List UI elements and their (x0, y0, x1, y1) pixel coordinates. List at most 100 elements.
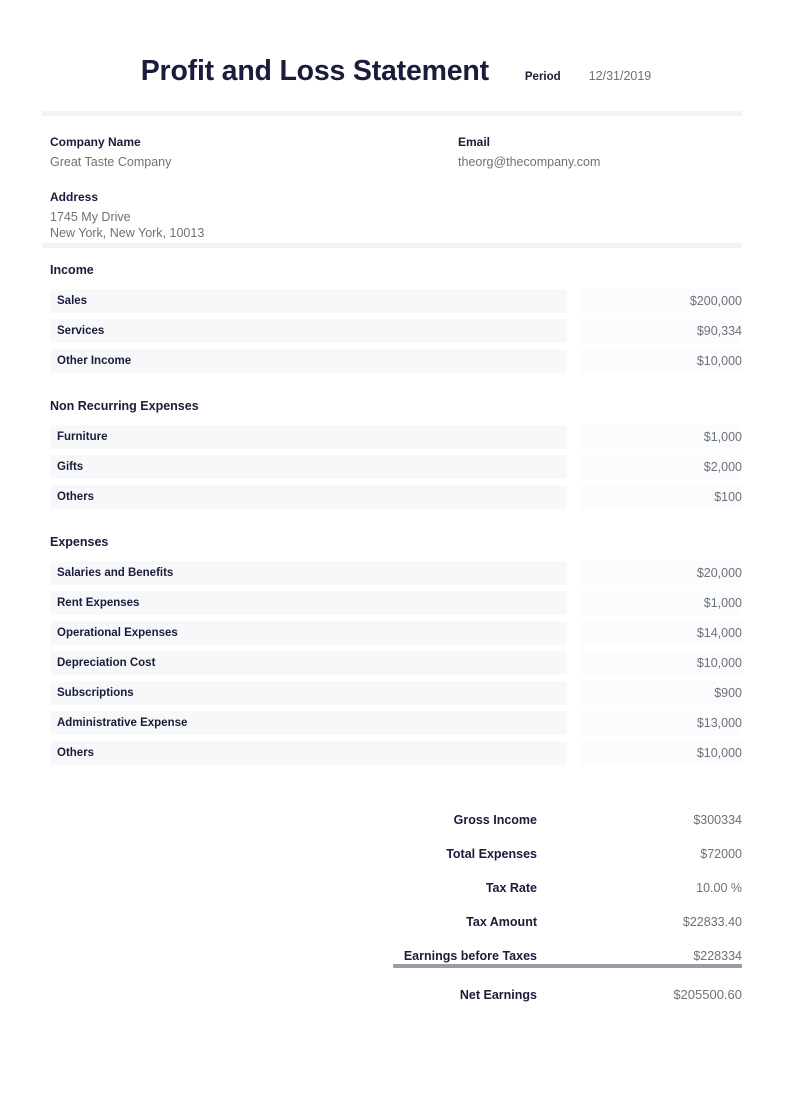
line-item-value-band (580, 319, 742, 343)
line-item-row: Subscriptions $900 (0, 681, 790, 705)
line-item-label-band (50, 319, 567, 343)
line-item-label: Others (57, 747, 95, 759)
total-value: $72000 (700, 847, 742, 861)
email-value: theorg@thecompany.com (458, 155, 601, 169)
line-item-label: Salaries and Benefits (57, 567, 174, 579)
line-item-value-band (580, 349, 742, 373)
section-title: Income (50, 263, 94, 277)
line-item-label-band (50, 349, 567, 373)
section-title: Expenses (50, 535, 109, 549)
line-item-value-band (580, 485, 742, 509)
address-label: Address (50, 190, 99, 204)
line-item-row: Salaries and Benefits $20,000 (0, 561, 790, 585)
period-label: Period (524, 71, 561, 83)
line-item-row: Operational Expenses $14,000 (0, 621, 790, 645)
line-item-value-band (580, 651, 742, 675)
total-row: Gross Income $300334 (0, 803, 790, 837)
line-item-label-band (50, 651, 567, 675)
line-item-label-band (50, 561, 567, 585)
total-value: 10.00 % (696, 881, 742, 895)
line-item-row: Others $100 (0, 485, 790, 509)
address-value: 1745 My Drive New York, New York, 10013 (50, 210, 205, 240)
section-title: Non Recurring Expenses (50, 399, 199, 413)
line-item-label-band (50, 425, 567, 449)
line-item-value-band (580, 621, 742, 645)
net-earnings-row: Net Earnings $205500.60 (0, 978, 790, 1012)
line-item-row: Services $90,334 (0, 319, 790, 343)
line-item-value: $14,000 (696, 626, 742, 640)
total-label: Earnings before Taxes (403, 949, 537, 963)
document-header: Profit and Loss Statement Period 12/31/2… (0, 0, 790, 86)
divider-net-earnings (393, 964, 742, 968)
total-label: Tax Amount (466, 915, 537, 929)
line-item-label-band (50, 289, 567, 313)
line-item-value-band (580, 455, 742, 479)
line-item-label: Operational Expenses (57, 627, 178, 639)
total-label: Tax Rate (485, 881, 537, 895)
email-field: Email theorg@thecompany.com (458, 133, 742, 172)
line-item-value-band (580, 741, 742, 765)
line-item-label-band (50, 711, 567, 735)
total-label: Total Expenses (446, 847, 537, 861)
line-item-label: Others (57, 491, 95, 503)
line-item-label: Services (57, 325, 105, 337)
line-item-value-band (580, 711, 742, 735)
statement-sections: Income Sales $200,000 Services $90,334 Other … (0, 263, 790, 771)
statement-section: Income Sales $200,000 Services $90,334 Other … (0, 263, 790, 373)
line-item-value-band (580, 425, 742, 449)
total-row: Tax Amount $22833.40 (0, 905, 790, 939)
statement-section: Expenses Salaries and Benefits $20,000 Rent… (0, 535, 790, 765)
line-item-label: Furniture (57, 431, 108, 443)
total-value: $22833.40 (682, 915, 742, 929)
totals-block: Gross Income $300334 Total Expenses $72000 T… (0, 803, 790, 973)
total-value: $228334 (693, 949, 742, 963)
address-field: Address 1745 My Drive New York, New York… (50, 188, 742, 241)
line-item-value-band (580, 289, 742, 313)
line-item-value: $20,000 (696, 566, 742, 580)
line-item-value: $900 (714, 686, 742, 700)
line-item-row: Depreciation Cost $10,000 (0, 651, 790, 675)
line-item-label: Administrative Expense (57, 717, 188, 729)
total-row: Earnings before Taxes $228334 (0, 939, 790, 973)
line-item-value: $10,000 (696, 354, 742, 368)
line-item-row: Furniture $1,000 (0, 425, 790, 449)
line-item-label-band (50, 485, 567, 509)
line-item-row: Rent Expenses $1,000 (0, 591, 790, 615)
company-name-value: Great Taste Company (50, 155, 172, 169)
net-earnings-value: $205500.60 (673, 987, 742, 1002)
net-earnings-label: Net Earnings (459, 988, 537, 1002)
line-item-row: Gifts $2,000 (0, 455, 790, 479)
statement-section: Non Recurring Expenses Furniture $1,000 Gif… (0, 399, 790, 509)
line-item-row: Other Income $10,000 (0, 349, 790, 373)
line-item-value-band (580, 591, 742, 615)
period-group: Period 12/31/2019 (525, 69, 651, 83)
line-item-value: $10,000 (696, 656, 742, 670)
company-info-block: Company Name Great Taste Company Email t… (50, 133, 742, 241)
line-item-label-band (50, 591, 567, 615)
line-item-value: $10,000 (696, 746, 742, 760)
page-title: Profit and Loss Statement (140, 55, 489, 87)
info-row-primary: Company Name Great Taste Company Email t… (50, 133, 742, 172)
line-item-value: $200,000 (689, 294, 742, 308)
line-item-row: Sales $200,000 (0, 289, 790, 313)
line-item-value: $90,334 (696, 324, 742, 338)
line-item-value: $2,000 (703, 460, 742, 474)
line-item-value: $1,000 (703, 430, 742, 444)
line-item-value-band (580, 561, 742, 585)
line-item-label: Depreciation Cost (57, 657, 156, 669)
line-item-label: Subscriptions (57, 687, 134, 699)
line-item-value: $13,000 (696, 716, 742, 730)
line-item-label: Gifts (57, 461, 84, 473)
line-item-label-band (50, 741, 567, 765)
line-item-row: Others $10,000 (0, 741, 790, 765)
line-item-label: Rent Expenses (57, 597, 140, 609)
total-row: Tax Rate 10.00 % (0, 871, 790, 905)
email-label: Email (458, 135, 491, 149)
divider-top (42, 111, 742, 116)
line-item-label: Sales (57, 295, 88, 307)
line-item-label-band (50, 621, 567, 645)
total-label: Gross Income (453, 813, 537, 827)
period-value: 12/31/2019 (588, 69, 652, 83)
line-item-row: Administrative Expense $13,000 (0, 711, 790, 735)
